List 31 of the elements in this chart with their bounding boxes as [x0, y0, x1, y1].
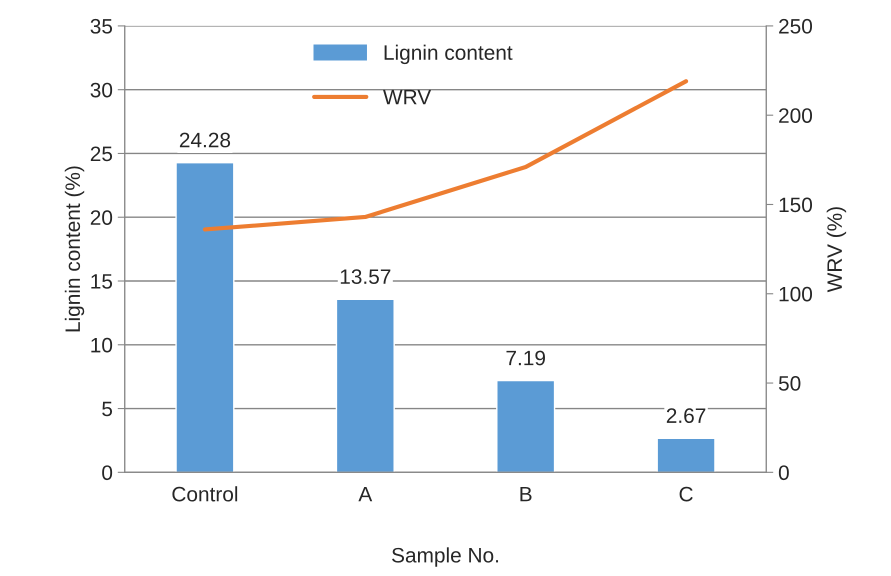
- data-label: 13.57: [340, 269, 390, 284]
- y-tick-label: 15: [91, 274, 112, 289]
- bar: [496, 380, 556, 472]
- legend-label: WRV: [383, 90, 432, 104]
- y2-tick-label: 50: [778, 376, 800, 391]
- y-tick-label: 30: [90, 82, 112, 98]
- y2-tick-label: 250: [779, 18, 812, 34]
- y2-tick-label: 200: [779, 108, 812, 123]
- y-tick-label: 5: [102, 402, 112, 416]
- bar: [336, 298, 395, 472]
- bar: [175, 162, 234, 472]
- y-tick-label: 25: [90, 146, 112, 162]
- y-axis-title: Lignin content (%): [64, 166, 84, 332]
- y-tick-label: 0: [102, 465, 112, 480]
- y-tick-label: 10: [91, 338, 112, 353]
- y-tick-label: 20: [90, 210, 112, 225]
- data-label: 24.28: [180, 132, 230, 148]
- y2-tick-label: 100: [780, 286, 812, 302]
- y2-tick-label: 0: [778, 465, 789, 480]
- y-tick-label: 35: [90, 18, 112, 34]
- x-tick-label: C: [680, 486, 693, 502]
- x-tick-label: B: [520, 486, 532, 502]
- data-label: 2.67: [666, 408, 706, 424]
- x-tick-label: A: [358, 486, 372, 502]
- y2-tick-label: 150: [780, 197, 812, 212]
- y2-axis-title: WRV (%): [826, 207, 846, 292]
- x-axis-title: Sample No.: [392, 547, 498, 567]
- legend-label: Lignin content: [384, 44, 513, 64]
- x-tick-label: Control: [172, 486, 238, 502]
- data-label: 7.19: [506, 350, 545, 366]
- bar: [656, 438, 716, 472]
